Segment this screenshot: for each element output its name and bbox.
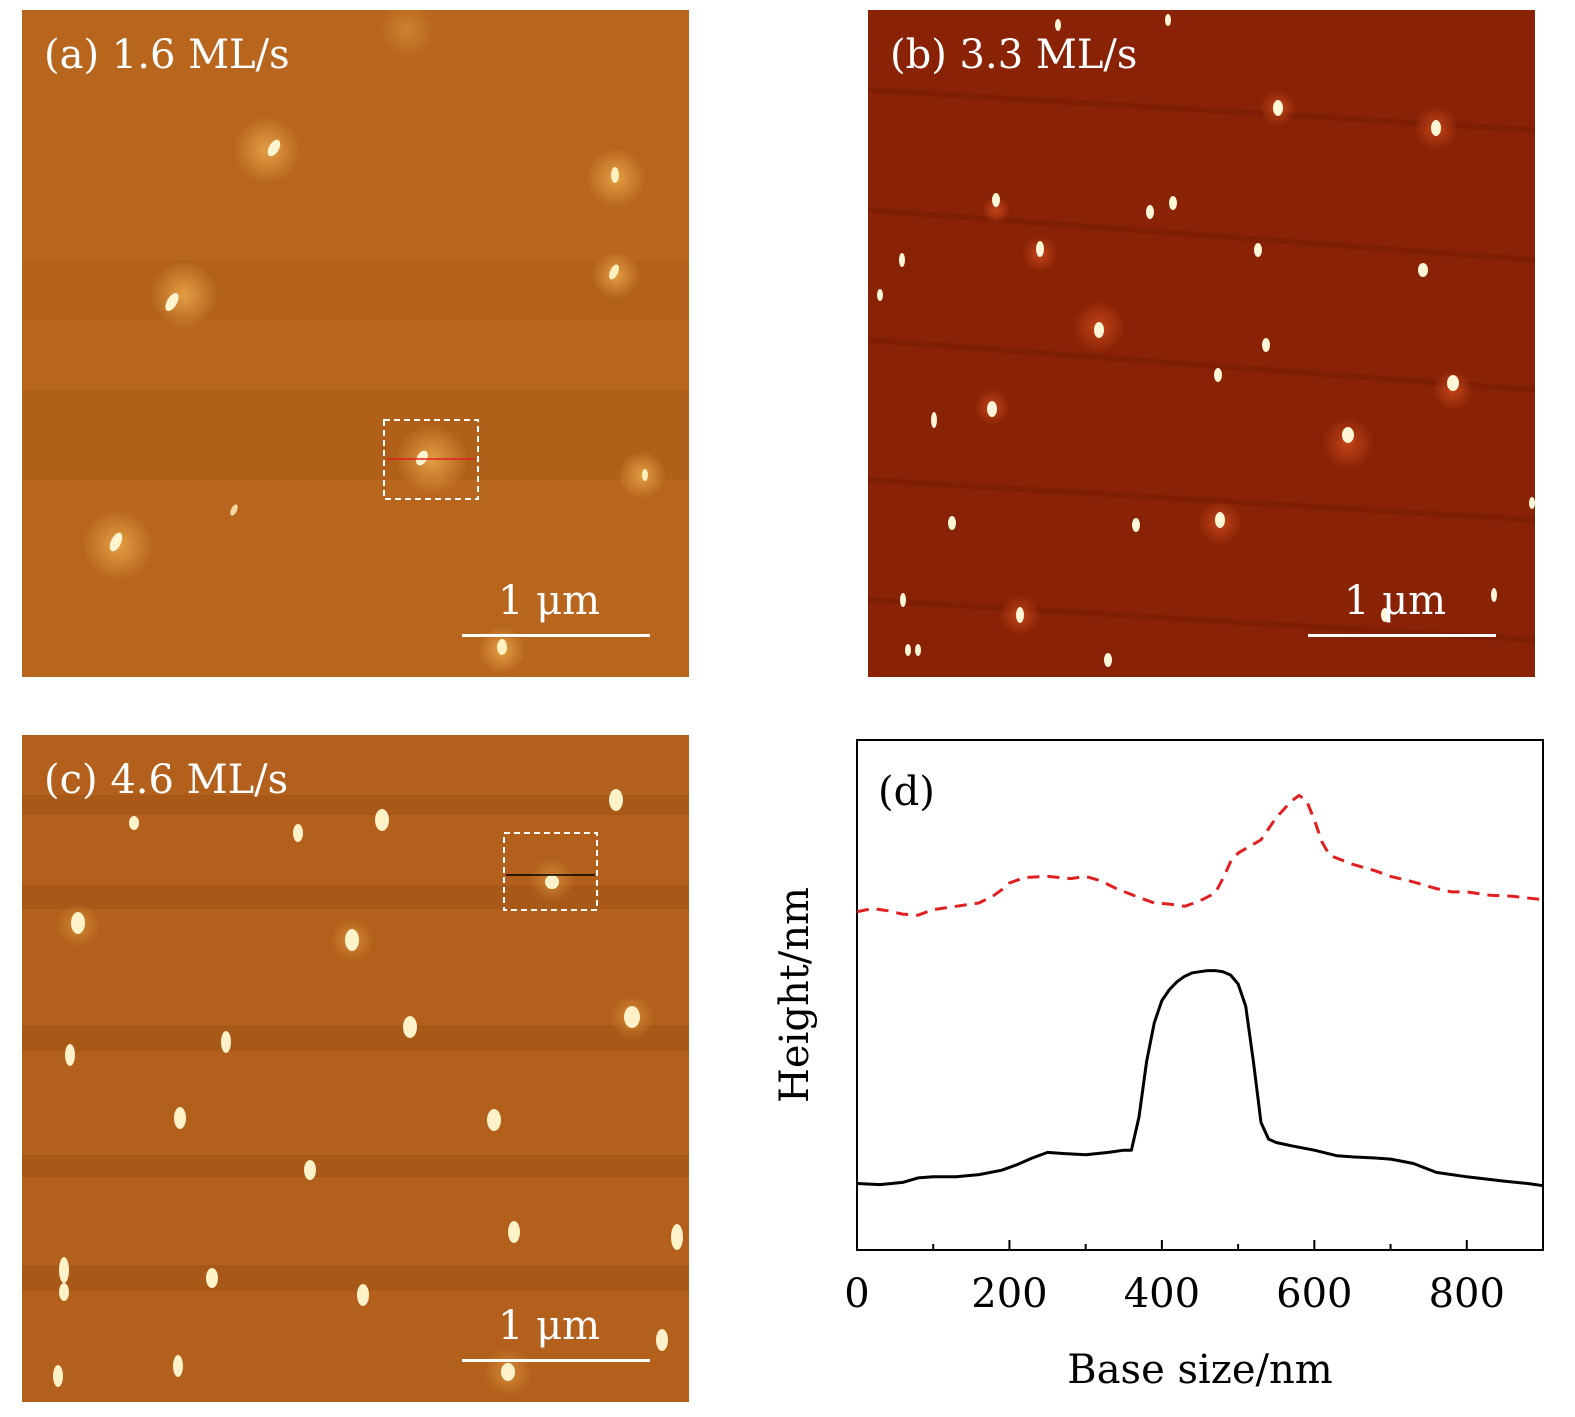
plot-frame xyxy=(856,739,1544,1251)
afm-panel-a: (a) 1.6 ML/s 1 μm xyxy=(22,10,689,677)
x-tick-label: 400 xyxy=(1124,1271,1200,1317)
scale-bar-label-c: 1 μm xyxy=(498,1303,601,1349)
scale-bar-a xyxy=(462,634,650,637)
x-tick-label: 800 xyxy=(1429,1271,1505,1317)
chart-panel-label: (d) xyxy=(878,769,935,815)
afm-panel-c: (c) 4.6 ML/s 1 μm xyxy=(22,735,689,1402)
y-axis-label: Height/nm xyxy=(772,887,818,1103)
x-axis: 0 200 400 600 800 xyxy=(844,1240,1505,1317)
scale-bar-label-a: 1 μm xyxy=(498,578,601,624)
afm-image-c xyxy=(22,735,689,1402)
afm-image-b xyxy=(868,10,1535,677)
height-profile-chart: (d) 0 200 400 600 800 Base size/nm Height/nm xyxy=(772,739,1544,1393)
afm-image-a xyxy=(22,10,689,677)
scale-bar-label-b: 1 μm xyxy=(1344,578,1447,624)
x-tick-label: 0 xyxy=(844,1271,869,1317)
series-line-dashed xyxy=(856,793,1544,917)
series-layer xyxy=(856,793,1544,1188)
panel-label-c: (c) 4.6 ML/s xyxy=(44,757,289,803)
x-axis-label: Base size/nm xyxy=(1067,1347,1332,1393)
series-line-solid xyxy=(856,969,1544,1188)
scale-bar-b xyxy=(1308,634,1496,637)
panel-label-a: (a) 1.6 ML/s xyxy=(44,32,290,78)
afm-panel-b: (b) 3.3 ML/s 1 μm xyxy=(868,10,1535,677)
x-tick-label: 200 xyxy=(971,1271,1047,1317)
x-tick-label: 600 xyxy=(1276,1271,1352,1317)
panel-label-b: (b) 3.3 ML/s xyxy=(890,32,1138,78)
scale-bar-c xyxy=(462,1359,650,1362)
